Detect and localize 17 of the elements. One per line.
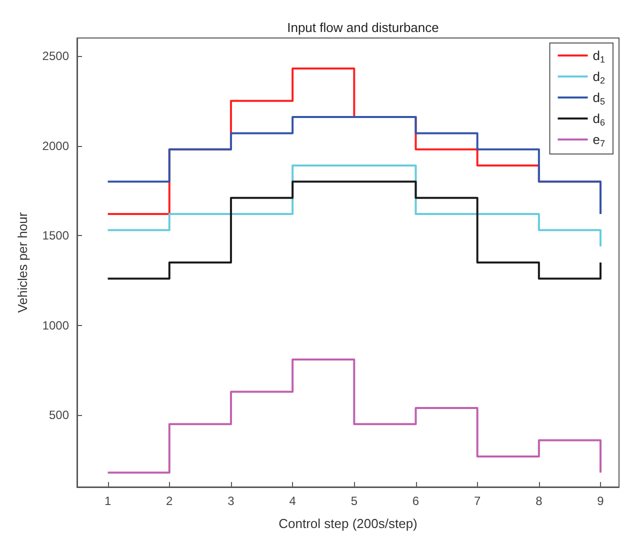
x-tick-label: 6 bbox=[412, 494, 420, 508]
y-tick-label: 500 bbox=[48, 408, 70, 422]
x-tick-label: 9 bbox=[597, 494, 604, 508]
x-tick-label: 3 bbox=[228, 494, 235, 508]
x-tick-label: 7 bbox=[474, 494, 481, 508]
x-axis-title: Control step (200s/step) bbox=[278, 516, 418, 531]
x-tick-label: 8 bbox=[536, 494, 543, 508]
y-tick-label: 2500 bbox=[42, 48, 70, 63]
x-tick-label: 2 bbox=[166, 494, 174, 508]
chart-title: Input flow and disturbance bbox=[287, 20, 439, 35]
y-tick-label: 1500 bbox=[42, 228, 70, 243]
y-tick-label: 1000 bbox=[42, 318, 70, 332]
y-axis-title: Vehicles per hour bbox=[15, 212, 30, 313]
x-tick-label: 4 bbox=[289, 494, 296, 508]
y-tick-label: 2000 bbox=[42, 138, 70, 153]
x-tick-label: 1 bbox=[104, 494, 112, 508]
x-tick-label: 5 bbox=[350, 494, 358, 508]
